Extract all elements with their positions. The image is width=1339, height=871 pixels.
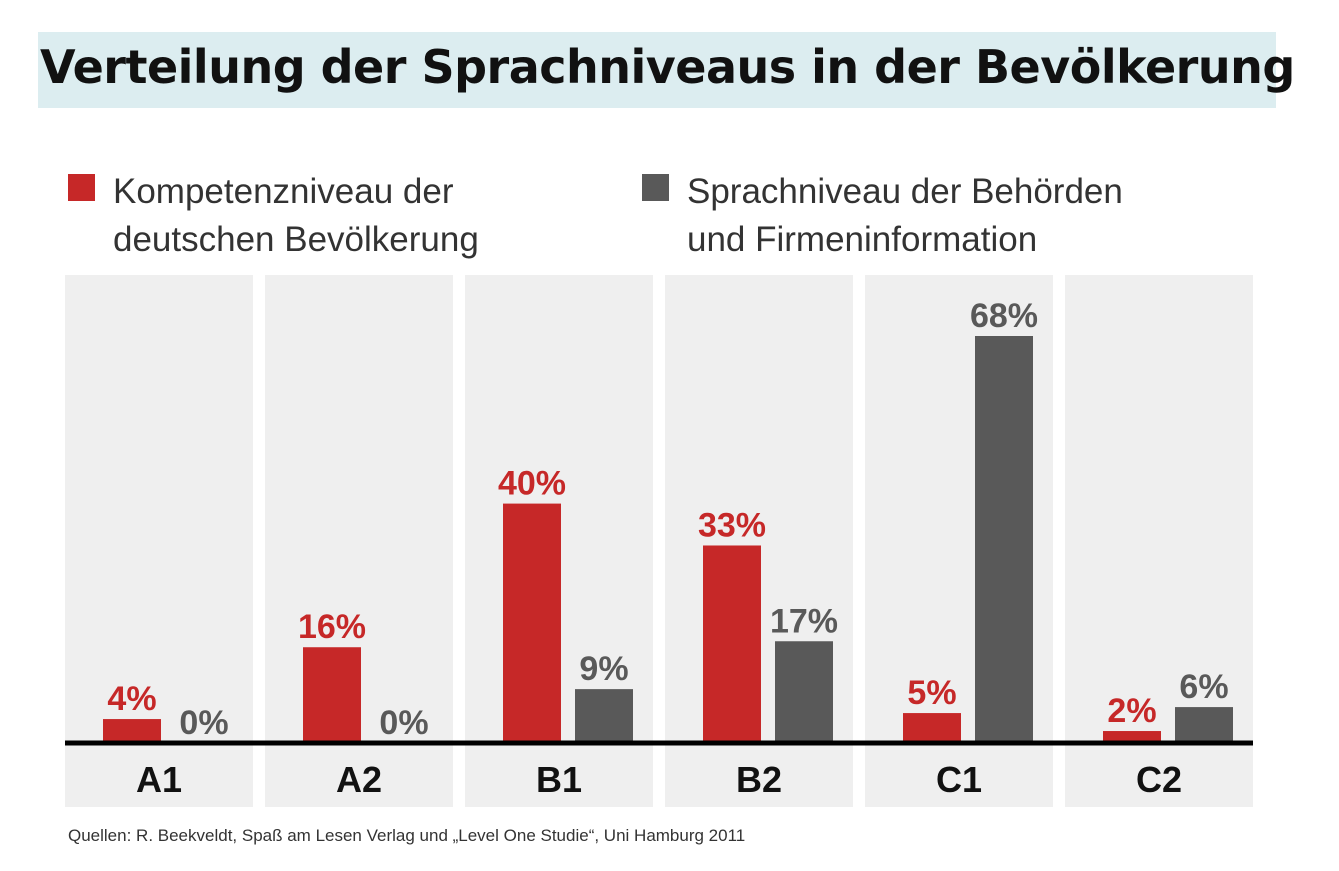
x-tick-label-a2: A2 (336, 759, 382, 800)
bar-b2-series-1 (703, 545, 761, 743)
data-label-c1-series-2: 68% (970, 297, 1038, 335)
x-tick-label-c1: C1 (936, 759, 982, 800)
data-label-b1-series-1: 40% (498, 465, 566, 503)
data-label-c1-series-1: 5% (907, 674, 956, 712)
legend-line: deutschen Bevölkerung (113, 220, 479, 259)
legend-line: und Firmeninformation (687, 220, 1038, 259)
bar-b2-series-2 (775, 641, 833, 743)
data-label-c2-series-2: 6% (1179, 668, 1228, 706)
legend-line: Kompetenzniveau der (113, 172, 454, 211)
x-tick-label-b2: B2 (736, 759, 782, 800)
bar-c2-series-2 (1175, 707, 1233, 743)
legend-swatch-authorities (642, 174, 669, 201)
bar-b1-series-1 (503, 503, 561, 743)
data-label-a1-series-1: 4% (107, 680, 156, 718)
bar-c1-series-2 (975, 336, 1033, 743)
category-panel-a1 (65, 275, 253, 807)
chart-title: Verteilung der Sprachniveaus in der Bevö… (40, 40, 1295, 94)
data-label-a2-series-2: 0% (379, 704, 428, 742)
legend-label-authorities: Sprachniveau der Behörden und Firmeninfo… (687, 168, 1207, 264)
bar-c2-series-1 (1103, 731, 1161, 743)
legend-swatch-population (68, 174, 95, 201)
bar-c1-series-1 (903, 713, 961, 743)
source-note: Quellen: R. Beekveldt, Spaß am Lesen Ver… (68, 826, 746, 845)
x-tick-label-a1: A1 (136, 759, 182, 800)
data-label-a1-series-2: 0% (179, 704, 228, 742)
data-label-b2-series-2: 17% (770, 602, 838, 640)
data-label-c2-series-1: 2% (1107, 692, 1156, 730)
title-band (38, 32, 1276, 108)
data-label-a2-series-1: 16% (298, 608, 366, 646)
legend-label-population: Kompetenzniveau der deutschen Bevölkerun… (113, 168, 633, 264)
bar-a2-series-1 (303, 647, 361, 743)
legend-line: Sprachniveau der Behörden (687, 172, 1123, 211)
x-tick-label-b1: B1 (536, 759, 582, 800)
x-tick-label-c2: C2 (1136, 759, 1182, 800)
data-label-b2-series-1: 33% (698, 506, 766, 544)
bar-a1-series-1 (103, 719, 161, 743)
bar-b1-series-2 (575, 689, 633, 743)
data-label-b1-series-2: 9% (579, 650, 628, 688)
